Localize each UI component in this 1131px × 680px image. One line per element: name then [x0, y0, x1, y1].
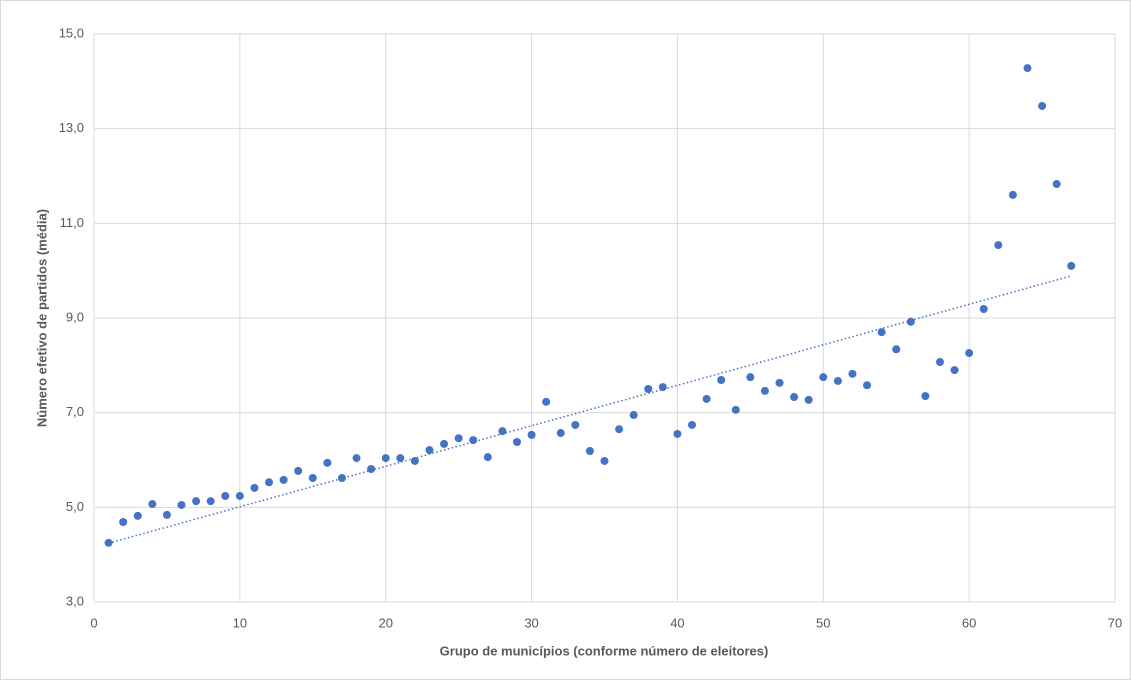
x-tick-label: 50: [816, 615, 830, 630]
data-point: [133, 511, 142, 520]
data-point: [367, 464, 376, 473]
data-point: [892, 345, 901, 354]
data-point: [804, 395, 813, 404]
data-point: [469, 436, 478, 445]
x-axis-title: Grupo de municípios (conforme número de …: [440, 643, 769, 658]
y-tick-label: 5,0: [66, 499, 84, 514]
data-point: [498, 427, 507, 436]
x-tick-label: 70: [1108, 615, 1122, 630]
data-point: [323, 458, 332, 467]
x-tick-label: 60: [962, 615, 976, 630]
data-point: [760, 386, 769, 395]
data-point: [1067, 261, 1076, 270]
data-point: [294, 466, 303, 475]
data-point: [863, 381, 872, 390]
data-point: [556, 429, 565, 438]
data-point: [250, 483, 259, 492]
data-point: [1008, 190, 1017, 199]
data-point: [119, 518, 128, 527]
data-point: [206, 497, 215, 506]
data-point: [935, 358, 944, 367]
data-point: [381, 454, 390, 463]
data-point: [352, 454, 361, 463]
data-point: [979, 305, 988, 314]
y-tick-label: 15,0: [59, 25, 84, 40]
data-point: [921, 392, 930, 401]
data-point: [148, 500, 157, 509]
data-point: [571, 420, 580, 429]
y-tick-label: 11,0: [60, 215, 84, 230]
data-point: [746, 373, 755, 382]
data-point: [279, 475, 288, 484]
data-point: [644, 385, 653, 393]
data-point: [177, 500, 186, 509]
data-point: [819, 373, 828, 382]
data-point: [600, 456, 609, 465]
data-point: [950, 366, 959, 375]
data-point: [192, 497, 201, 506]
data-point: [717, 376, 726, 385]
data-point: [104, 538, 113, 547]
data-point: [483, 453, 492, 462]
x-tick-label: 30: [524, 615, 538, 630]
y-tick-label: 9,0: [66, 309, 84, 324]
data-point: [585, 447, 594, 456]
data-point: [673, 429, 682, 438]
data-point: [906, 317, 915, 326]
data-point: [440, 439, 449, 448]
data-point: [1023, 64, 1032, 73]
data-point: [790, 393, 799, 402]
data-point: [615, 425, 624, 434]
x-tick-label: 10: [233, 615, 247, 630]
data-point: [702, 394, 711, 403]
y-tick-label: 13,0: [59, 120, 84, 135]
data-point: [527, 430, 536, 439]
data-point: [410, 456, 419, 465]
data-point: [542, 397, 551, 406]
data-point: [965, 349, 974, 358]
data-point: [162, 510, 171, 519]
data-point: [775, 378, 784, 387]
x-tick-label: 0: [90, 615, 97, 630]
data-point: [994, 241, 1003, 250]
data-point: [848, 369, 857, 378]
y-axis-title: Número efetivo de partidos (média): [34, 209, 49, 427]
x-tick-label: 40: [670, 615, 684, 630]
data-point: [221, 491, 230, 500]
data-point: [629, 411, 638, 420]
data-point: [658, 383, 667, 392]
data-point: [337, 473, 346, 482]
data-point: [425, 446, 434, 455]
data-point: [454, 434, 463, 443]
y-tick-label: 3,0: [66, 593, 84, 608]
x-tick-label: 20: [378, 615, 392, 630]
data-point: [396, 454, 405, 463]
data-point: [1052, 180, 1061, 189]
data-point: [731, 405, 740, 414]
data-point: [833, 376, 842, 385]
data-point: [235, 491, 244, 500]
data-point: [512, 438, 521, 447]
data-point: [688, 420, 697, 429]
data-point: [877, 328, 886, 337]
data-point: [265, 478, 274, 487]
data-point: [308, 473, 317, 482]
data-point: [1038, 101, 1047, 110]
y-tick-label: 7,0: [66, 404, 84, 419]
